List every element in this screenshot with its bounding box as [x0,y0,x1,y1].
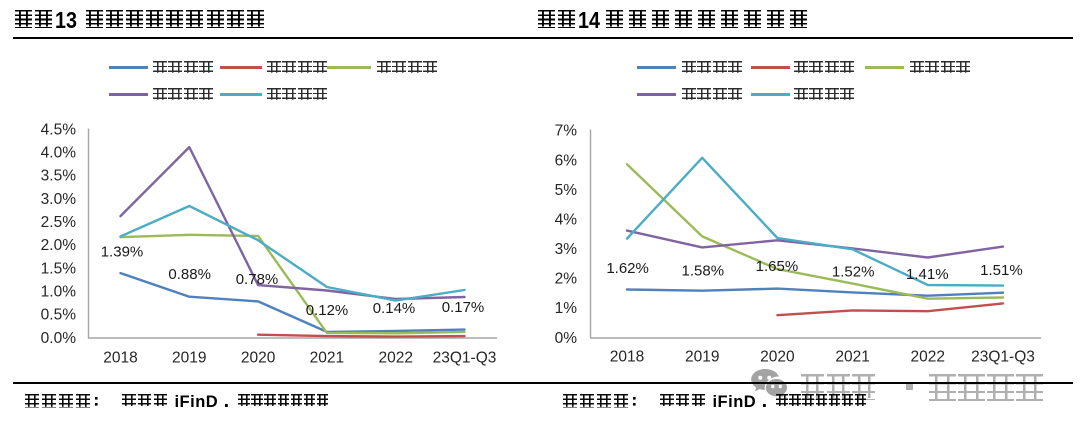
svg-text:1.58%: 1.58% [682,262,725,279]
svg-text:2018: 2018 [103,349,137,366]
svg-text:0%: 0% [555,330,578,347]
svg-text:0.14%: 0.14% [373,300,416,317]
svg-text:2021: 2021 [835,348,869,365]
svg-text:1.0%: 1.0% [41,284,77,301]
svg-text:3.5%: 3.5% [41,168,77,185]
svg-text:7%: 7% [555,123,578,140]
svg-text:2019: 2019 [685,348,719,365]
svg-text:0.12%: 0.12% [306,302,349,319]
svg-text:3.0%: 3.0% [41,191,77,208]
svg-text:1.39%: 1.39% [101,244,144,261]
svg-text:1.5%: 1.5% [41,260,77,277]
svg-text:0.5%: 0.5% [41,307,77,324]
svg-text:1.52%: 1.52% [832,263,875,280]
svg-text:2018: 2018 [610,348,644,365]
svg-text:2022: 2022 [911,348,945,365]
svg-text:5%: 5% [555,182,578,199]
svg-text:2019: 2019 [172,349,206,366]
svg-text:2022: 2022 [378,349,412,366]
svg-text:4.0%: 4.0% [41,145,77,162]
svg-text:1.62%: 1.62% [606,260,649,277]
svg-text:2%: 2% [555,271,578,288]
svg-text:4.5%: 4.5% [41,121,77,138]
svg-text:1%: 1% [555,300,578,317]
svg-text:4%: 4% [555,212,578,229]
svg-text:2.0%: 2.0% [41,237,77,254]
svg-text:23Q1-Q3: 23Q1-Q3 [433,349,497,366]
svg-text:1.41%: 1.41% [906,266,949,283]
svg-text:6%: 6% [555,152,578,169]
svg-text:2020: 2020 [760,348,795,365]
svg-text:2.5%: 2.5% [41,214,77,231]
svg-text:0.78%: 0.78% [236,271,279,288]
svg-text:1.51%: 1.51% [980,262,1023,279]
svg-text:23Q1-Q3: 23Q1-Q3 [971,348,1035,365]
svg-text:1.65%: 1.65% [756,258,799,275]
svg-text:0.0%: 0.0% [41,330,77,347]
svg-text:0.17%: 0.17% [442,299,485,316]
svg-text:2021: 2021 [310,349,344,366]
svg-text:0.88%: 0.88% [168,266,211,283]
svg-text:3%: 3% [555,241,578,258]
svg-text:2020: 2020 [241,349,276,366]
